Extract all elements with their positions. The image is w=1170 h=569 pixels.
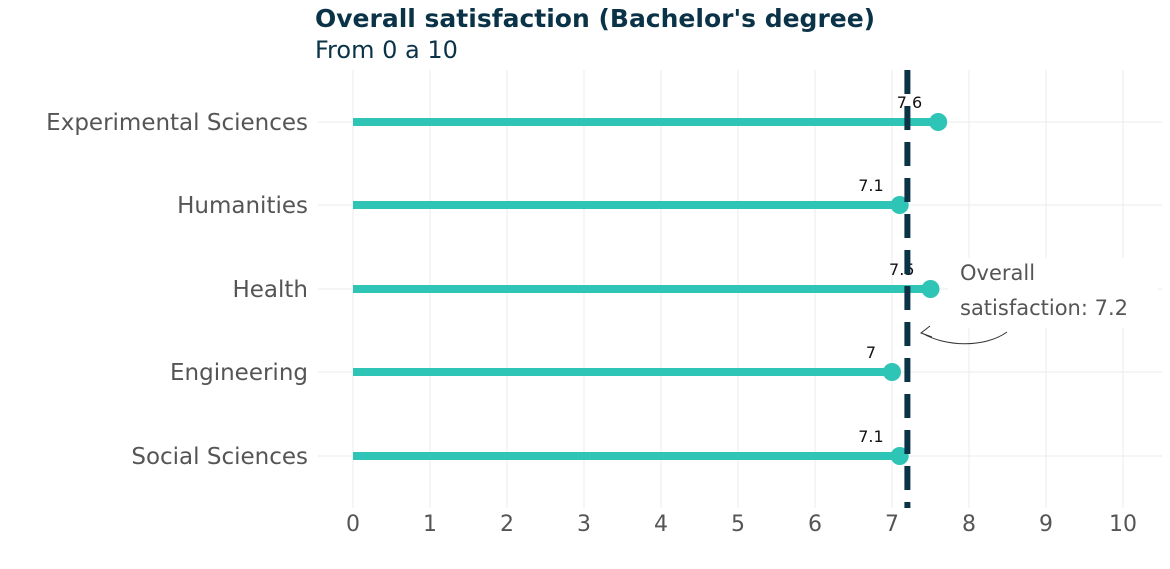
data-label: 7.1 <box>858 176 883 195</box>
annotation-line-2: satisfaction: 7.2 <box>960 296 1128 320</box>
category-labels: Experimental Sciences Humanities Health Eng… <box>46 110 308 470</box>
lollipop-point <box>890 196 909 214</box>
x-tick-label: 9 <box>1039 512 1053 537</box>
annotation-arrow <box>921 331 1008 345</box>
chart-subtitle: From 0 a 10 <box>315 36 458 64</box>
x-tick-label: 5 <box>731 512 745 537</box>
category-label: Social Sciences <box>131 444 308 470</box>
category-label: Humanities <box>177 193 308 219</box>
x-tick-label: 2 <box>500 512 514 537</box>
data-label: 7.5 <box>889 260 914 279</box>
lollipops: 7.6 7.1 7.5 7 7.1 <box>353 93 948 465</box>
x-tick-label: 4 <box>654 512 668 537</box>
x-tick-labels: 0 1 2 3 4 5 6 7 8 9 10 <box>346 512 1137 537</box>
x-tick-label: 0 <box>346 512 360 537</box>
x-tick-label: 3 <box>577 512 591 537</box>
x-tick-label: 1 <box>423 512 437 537</box>
category-label: Engineering <box>170 360 308 386</box>
data-label: 7.6 <box>897 93 922 112</box>
lollipop-point <box>921 280 940 298</box>
annotation-background <box>948 258 1158 328</box>
category-label: Experimental Sciences <box>46 110 308 136</box>
chart-title: Overall satisfaction (Bachelor's degree) <box>315 4 875 33</box>
data-label: 7 <box>866 343 876 362</box>
x-tick-label: 7 <box>885 512 899 537</box>
data-label: 7.1 <box>858 427 883 446</box>
category-label: Health <box>232 277 308 303</box>
annotation-line-1: Overall <box>960 261 1035 285</box>
x-tick-label: 10 <box>1109 512 1137 537</box>
annotation-arrow-head <box>919 325 933 338</box>
x-tick-label: 8 <box>962 512 976 537</box>
lollipop-point <box>929 113 948 131</box>
lollipop-point <box>890 447 909 465</box>
lollipop-point <box>883 363 901 381</box>
x-tick-label: 6 <box>808 512 822 537</box>
